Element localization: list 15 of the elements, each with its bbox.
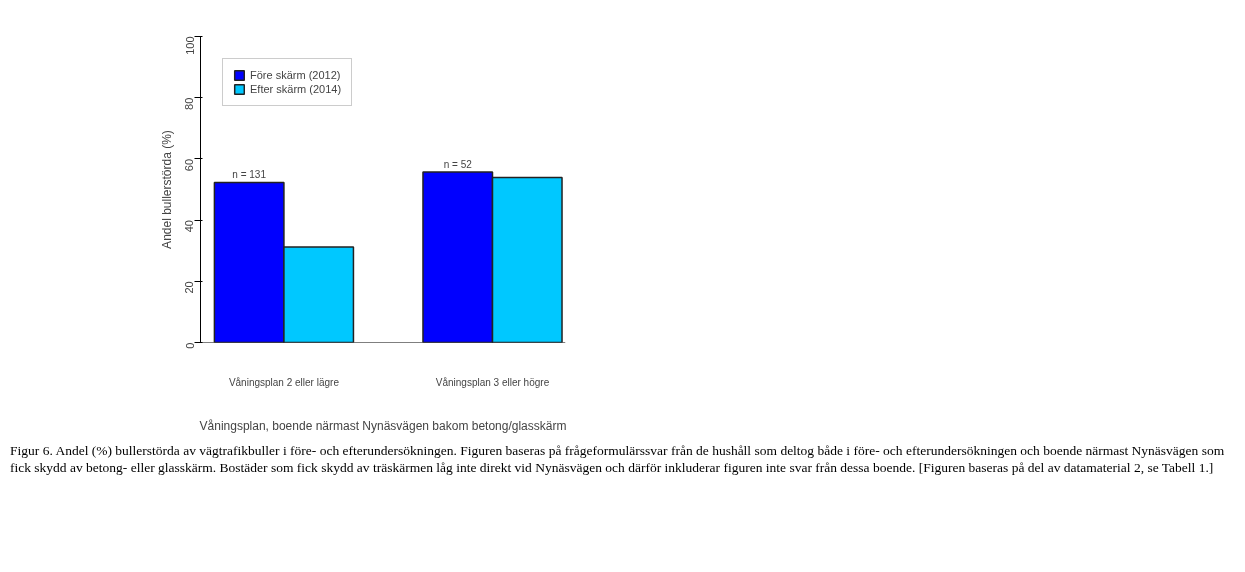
text: Figur 6. Andel (%) bullerstörda av vägtrafikbuller i före- och efterundersökningen. Figuren baseras på frågeformulärssvar från de hushåll som deltog både i före- och efterundersökningen och boende närmast Nynäsvägen som fick skydd av betong- eller glasskärm. Bostäder som fick skydd av träskärmen låg inte direkt vid Nynäsvägen och därför inkluderar figuren inte svar från dessa boende. [Figuren baseras på del av datamaterial 2, se Tabell 1.] <box>10 443 1226 477</box>
legend-label: Före skärm (2012) <box>250 69 341 81</box>
y-tick-label: 80 <box>183 97 196 110</box>
y-tick-label: 100 <box>183 36 196 55</box>
annotation: n = 52 <box>443 159 473 171</box>
y-tick-label: 20 <box>183 281 196 294</box>
y-axis-title: Andel bullerstörda (%) <box>159 130 174 249</box>
y-tick-label: 60 <box>183 158 196 172</box>
x-tick-label: Våningsplan 3 eller högre <box>435 376 550 388</box>
x-tick-label: Våningsplan 2 eller lägre <box>228 376 340 388</box>
y-tick-label: 40 <box>183 220 196 233</box>
y-tick-label: 0 <box>183 342 196 349</box>
x-axis-title: Våningsplan, boende närmast Nynäsvägen bakom betong/glasskärm <box>199 418 567 433</box>
annotation: n = 131 <box>232 169 267 181</box>
legend-label: Efter skärm (2014) <box>250 83 342 95</box>
